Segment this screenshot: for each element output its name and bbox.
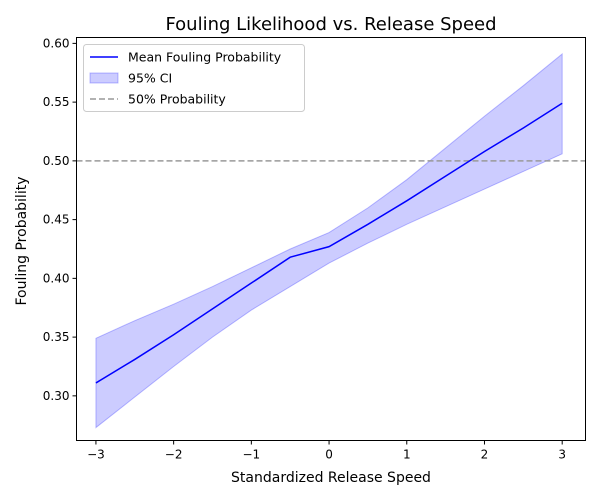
x-tick-label: −1: [242, 448, 260, 462]
x-tick-label: −3: [87, 448, 105, 462]
y-tick-label: 0.55: [43, 95, 70, 109]
x-tick-label: 2: [481, 448, 489, 462]
y-axis-label: Fouling Probability: [14, 177, 30, 306]
y-tick-label: 0.45: [43, 213, 70, 227]
y-tick-label: 0.40: [43, 271, 70, 285]
axis-ticks: −3 −2 −1 0 1 2 3 0.30 0.35 0.40 0.45 0.50 0.55 0.60: [43, 36, 566, 461]
legend-label-mean: Mean Fouling Probability: [128, 50, 282, 65]
legend-label-reference: 50% Probability: [128, 92, 226, 107]
x-tick-label: −2: [165, 448, 183, 462]
x-axis-label: Standardized Release Speed: [231, 470, 431, 486]
legend-box: [83, 44, 305, 112]
y-tick-label: 0.30: [43, 389, 70, 403]
y-tick-label: 0.35: [43, 330, 70, 344]
plot-frame: [76, 37, 586, 441]
y-tick-label: 0.60: [43, 36, 70, 50]
x-tick-label: 0: [325, 448, 333, 462]
ci-band: [95, 52, 563, 429]
x-tick-label: 1: [403, 448, 411, 462]
x-tick-label: 3: [558, 448, 566, 462]
y-tick-label: 0.50: [43, 154, 70, 168]
chart-title: Fouling Likelihood vs. Release Speed: [165, 14, 496, 35]
mean-line: [95, 102, 563, 384]
legend-label-ci: 95% CI: [128, 71, 172, 86]
legend: Mean Fouling Probability 95% CI 50% Probab…: [83, 44, 305, 112]
plot-area: [76, 52, 586, 429]
legend-swatch-ci: [89, 72, 119, 84]
